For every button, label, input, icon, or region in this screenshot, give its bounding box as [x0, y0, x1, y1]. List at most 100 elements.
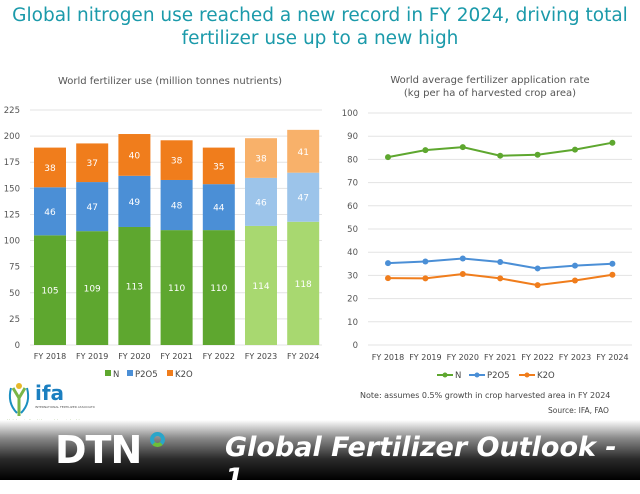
bar-N — [160, 230, 193, 345]
bar-P2O5 — [76, 182, 109, 232]
x-tick-label: FY 2018 — [34, 352, 66, 361]
legend-swatch-K2O — [167, 370, 173, 376]
y-tick-label: 150 — [4, 184, 20, 194]
point-P2O5 — [497, 258, 504, 265]
bar-K2O — [118, 134, 151, 176]
legend-marker-P2O5 — [474, 372, 480, 378]
x-tick-label: FY 2023 — [245, 352, 277, 361]
footer-banner — [0, 420, 640, 480]
point-P2O5 — [534, 265, 541, 272]
bar-N — [202, 230, 235, 345]
bar-P2O5 — [118, 175, 151, 227]
legend-swatch-P2O5 — [127, 370, 133, 376]
point-N — [422, 147, 429, 154]
dtn-logo: DTN — [55, 428, 142, 472]
legend-label: P2O5 — [487, 371, 510, 381]
bar-K2O — [245, 138, 277, 178]
svg-text:ifa: ifa — [35, 381, 64, 405]
y-tick-label: 25 — [9, 315, 20, 325]
bar-P2O5 — [34, 187, 66, 236]
data-label: 110 — [210, 284, 227, 294]
y-tick-label: 10 — [347, 318, 358, 328]
data-label: 118 — [295, 280, 312, 290]
y-tick-label: 50 — [9, 289, 20, 299]
point-N — [572, 146, 578, 153]
bar-K2O — [202, 147, 235, 185]
y-tick-label: 70 — [347, 179, 358, 189]
y-tick-label: 20 — [347, 295, 358, 305]
x-tick-label: FY 2024 — [287, 352, 319, 361]
point-N — [534, 151, 541, 158]
data-label: 41 — [297, 148, 308, 158]
bar-K2O — [287, 129, 320, 173]
y-tick-label: 200 — [4, 132, 20, 142]
y-tick-label: 80 — [347, 155, 358, 165]
y-tick-label: 0 — [353, 341, 358, 351]
line-chart-title: World average fertilizer application rat… — [390, 75, 590, 99]
legend-marker-K2O — [524, 372, 530, 378]
data-label: 113 — [126, 282, 143, 292]
bar-N — [287, 221, 320, 345]
y-tick-label: 30 — [347, 271, 358, 281]
bar-P2O5 — [160, 179, 193, 231]
y-tick-label: 60 — [347, 202, 358, 212]
point-P2O5 — [609, 260, 616, 267]
point-N — [385, 154, 391, 161]
y-tick-label: 100 — [342, 109, 358, 119]
bar-N — [34, 235, 66, 345]
point-N — [497, 152, 504, 159]
bar-K2O — [34, 147, 66, 188]
point-K2O — [422, 275, 429, 282]
data-label: 114 — [252, 282, 269, 292]
x-tick-label: FY 2019 — [409, 353, 441, 362]
data-label: 47 — [297, 194, 308, 204]
point-K2O — [385, 275, 391, 282]
source: Source: IFA, FAO — [548, 406, 609, 415]
point-P2O5 — [422, 258, 429, 265]
x-tick-label: FY 2021 — [160, 352, 192, 361]
bar-N — [76, 231, 109, 345]
x-tick-label: FY 2022 — [203, 352, 235, 361]
data-label: 46 — [255, 198, 267, 208]
bar-P2O5 — [202, 184, 235, 231]
legend-label: P2O5 — [135, 370, 158, 380]
x-tick-label: FY 2020 — [118, 352, 150, 361]
y-tick-label: 125 — [4, 210, 20, 220]
bar-N — [245, 225, 277, 345]
point-N — [459, 144, 466, 151]
x-tick-label: FY 2022 — [521, 353, 553, 362]
note: Note: assumes 0.5% growth in crop harves… — [360, 391, 611, 400]
y-tick-label: 75 — [9, 263, 20, 273]
data-label: 110 — [168, 284, 185, 294]
x-tick-label: FY 2018 — [372, 353, 404, 362]
data-label: 49 — [129, 198, 141, 208]
data-label: 44 — [213, 204, 225, 214]
y-tick-label: 40 — [347, 248, 358, 258]
x-tick-label: FY 2019 — [76, 352, 108, 361]
data-label: 38 — [171, 157, 183, 167]
banner-title: Global Fertilizer Outlook - 1 — [225, 432, 617, 494]
point-K2O — [534, 282, 541, 289]
data-label: 38 — [255, 155, 267, 165]
y-tick-label: 0 — [15, 341, 20, 351]
dtn-logo-ring-icon — [150, 432, 165, 447]
legend-swatch-N — [105, 370, 111, 376]
y-tick-label: 175 — [4, 158, 20, 168]
y-tick-label: 90 — [347, 132, 358, 142]
legend-label: N — [113, 370, 119, 380]
data-label: 105 — [41, 287, 58, 297]
legend-label: K2O — [537, 371, 555, 381]
data-label: 38 — [44, 164, 56, 174]
x-tick-label: FY 2020 — [447, 353, 479, 362]
point-K2O — [459, 271, 466, 278]
x-tick-label: FY 2023 — [559, 353, 591, 362]
data-label: 37 — [86, 159, 97, 169]
y-tick-label: 225 — [4, 106, 20, 116]
point-N — [609, 139, 616, 146]
point-K2O — [609, 271, 616, 278]
bar-P2O5 — [245, 177, 277, 226]
data-label: 48 — [171, 202, 183, 212]
bar-chart-title: World fertilizer use (million tonnes nut… — [57, 76, 283, 87]
bar-K2O — [160, 140, 193, 180]
